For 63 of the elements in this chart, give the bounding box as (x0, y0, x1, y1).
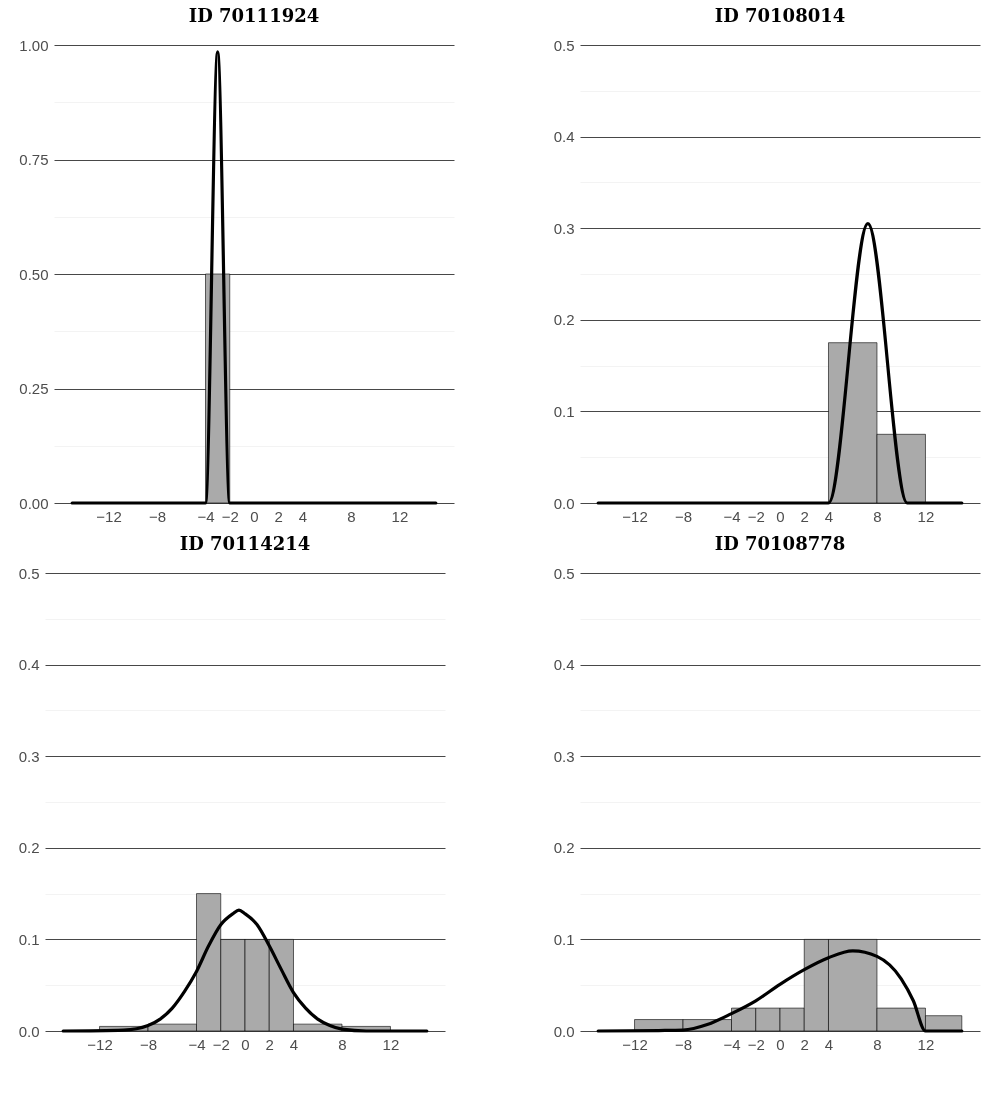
x-tick-label: 0 (241, 1035, 250, 1053)
x-tick-label: −12 (96, 507, 122, 525)
x-tick-label: −4 (197, 507, 215, 525)
y-tick-label: 0.50 (19, 265, 49, 283)
x-tick-label: −8 (674, 507, 693, 525)
y-tick-label: 0.4 (553, 128, 575, 146)
y-tick-label: 0.1 (553, 402, 575, 420)
chart-title: ID 70111924 (188, 5, 320, 26)
y-tick-label: 0.1 (18, 930, 40, 948)
x-tick-label: 4 (824, 507, 834, 525)
x-tick-label: 12 (391, 507, 409, 525)
x-tick-label: 2 (800, 1035, 809, 1053)
x-tick-label: −4 (723, 1035, 741, 1053)
y-tick-label: 0.5 (553, 564, 575, 582)
x-tick-label: 12 (917, 1035, 935, 1053)
x-tick-label: 4 (824, 1035, 834, 1053)
x-tick-label: −12 (622, 1035, 648, 1053)
y-tick-label: 0.4 (18, 656, 40, 674)
y-tick-label: 0.5 (553, 36, 575, 54)
x-tick-label: −8 (674, 1035, 693, 1053)
x-tick-label: 2 (274, 507, 283, 525)
y-tick-label: 0.5 (18, 564, 40, 582)
x-tick-label: −8 (139, 1035, 158, 1053)
x-tick-label: 2 (800, 507, 809, 525)
x-tick-label: 8 (873, 1035, 882, 1053)
y-tick-label: 0.0 (18, 1022, 40, 1040)
x-tick-label: 0 (776, 1035, 785, 1053)
y-tick-label: 0.2 (553, 839, 575, 857)
x-tick-label: −4 (188, 1035, 206, 1053)
y-tick-label: 0.75 (19, 151, 49, 168)
x-tick-label: 12 (917, 507, 935, 525)
x-tick-label: 8 (873, 507, 882, 525)
chart-title: ID 70108778 (714, 533, 846, 554)
x-tick-label: 2 (265, 1035, 274, 1053)
x-tick-label: 4 (298, 507, 308, 525)
chart-title: ID 70108014 (714, 5, 846, 26)
x-tick-label: −12 (87, 1035, 113, 1053)
y-tick-label: 0.3 (553, 747, 575, 765)
x-tick-label: −8 (148, 507, 167, 525)
x-tick-label: 0 (776, 507, 785, 525)
y-tick-label: 0.3 (18, 747, 40, 765)
x-tick-label: −4 (723, 507, 741, 525)
x-tick-label: −2 (747, 1035, 765, 1053)
x-tick-label: −12 (622, 507, 648, 525)
y-tick-label: 0.0 (553, 1022, 575, 1040)
x-tick-label: −2 (212, 1035, 230, 1053)
x-tick-label: −2 (221, 507, 239, 525)
x-tick-label: 8 (338, 1035, 347, 1053)
x-tick-label: 0 (250, 507, 259, 525)
chart-title: ID 70114214 (179, 533, 311, 554)
y-tick-label: 0.25 (19, 380, 49, 397)
y-tick-label: 0.2 (18, 839, 40, 857)
y-tick-label: 0.4 (553, 656, 575, 674)
x-tick-label: 12 (382, 1035, 400, 1053)
y-tick-label: 1.00 (19, 36, 49, 54)
y-tick-label: 0.0 (553, 494, 575, 512)
y-tick-label: 0.2 (553, 311, 575, 329)
x-tick-label: −2 (747, 507, 765, 525)
y-tick-label: 0.00 (19, 494, 49, 512)
x-tick-label: 4 (289, 1035, 299, 1053)
y-tick-label: 0.3 (553, 219, 575, 237)
x-tick-label: 8 (347, 507, 356, 525)
y-tick-label: 0.1 (553, 930, 575, 948)
